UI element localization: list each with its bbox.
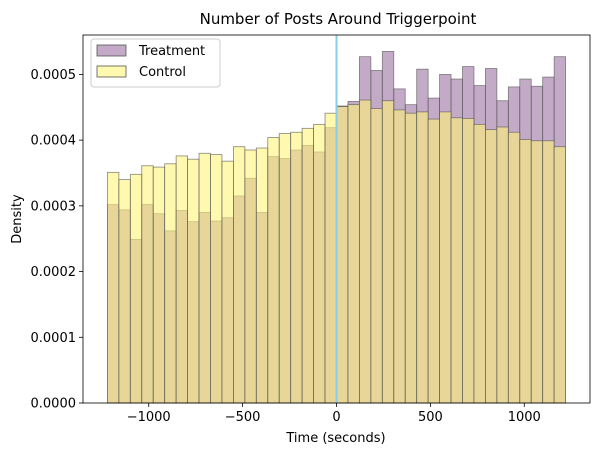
bar-control: [393, 109, 406, 404]
plot-area: [107, 51, 566, 404]
bar-control: [450, 117, 463, 404]
x-tick-label: −1000: [127, 410, 171, 425]
bar-control: [187, 158, 200, 404]
legend-swatch-treatment: [96, 44, 127, 57]
x-axis: −1000 −500 0 500 1000: [127, 403, 541, 425]
legend: Treatment Control: [90, 38, 221, 88]
bar-control: [416, 111, 429, 404]
chart-title: Number of Posts Around Triggerpoint: [200, 10, 477, 28]
bar-control: [175, 155, 188, 404]
y-tick-label: 0.0003: [31, 199, 77, 214]
bar-control: [347, 104, 360, 404]
legend-label-treatment: Treatment: [138, 44, 205, 59]
y-axis-label: Density: [10, 194, 25, 244]
y-tick-label: 0.0002: [31, 265, 77, 280]
bar-control: [359, 99, 372, 404]
legend-swatch-control: [96, 65, 127, 78]
bar-control: [118, 179, 131, 404]
bar-control: [278, 133, 292, 404]
bar-control: [198, 152, 211, 404]
bar-control: [244, 149, 257, 404]
y-tick-label: 0.0001: [31, 331, 77, 346]
bar-control: [381, 100, 395, 404]
bar-control: [473, 123, 486, 404]
bar-control: [141, 165, 154, 404]
bar-control: [530, 140, 544, 404]
bar-control: [164, 163, 177, 404]
y-tick-label: 0.0005: [31, 68, 77, 83]
bar-control: [427, 118, 440, 404]
bar-control: [324, 112, 337, 404]
bar-control: [519, 139, 532, 404]
bar-control: [485, 129, 498, 404]
bar-control: [336, 106, 349, 404]
bar-control: [553, 146, 566, 404]
series-control: [107, 99, 566, 404]
y-tick-label: 0.0000: [31, 397, 77, 412]
x-tick-label: −500: [225, 410, 261, 425]
y-tick-label: 0.0004: [31, 134, 77, 149]
bar-control: [129, 173, 143, 404]
x-tick-label: 1000: [508, 410, 541, 425]
bar-control: [542, 140, 555, 404]
bar-control: [301, 127, 314, 404]
y-axis: 0.0000 0.0001 0.0002 0.0003 0.0004 0.0005: [31, 68, 83, 412]
bar-control: [255, 147, 269, 404]
bar-control: [507, 131, 521, 404]
bar-control: [233, 146, 246, 404]
legend-label-control: Control: [139, 65, 186, 80]
bar-control: [439, 111, 452, 404]
bar-control: [313, 123, 326, 404]
bar-control: [221, 160, 234, 404]
bar-control: [496, 126, 509, 404]
bar-control: [462, 118, 475, 404]
bar-control: [152, 166, 166, 404]
bar-control: [107, 171, 120, 404]
bar-control: [210, 154, 223, 404]
x-axis-label: Time (seconds): [285, 431, 385, 446]
bar-control: [267, 137, 280, 404]
x-tick-label: 500: [418, 410, 443, 425]
bar-control: [404, 112, 418, 404]
bar-control: [290, 131, 303, 404]
bar-control: [370, 108, 383, 404]
axes-frame: [82, 34, 591, 404]
x-tick-label: 0: [332, 410, 340, 425]
